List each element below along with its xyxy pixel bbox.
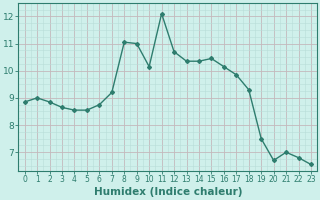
X-axis label: Humidex (Indice chaleur): Humidex (Indice chaleur) xyxy=(93,187,242,197)
